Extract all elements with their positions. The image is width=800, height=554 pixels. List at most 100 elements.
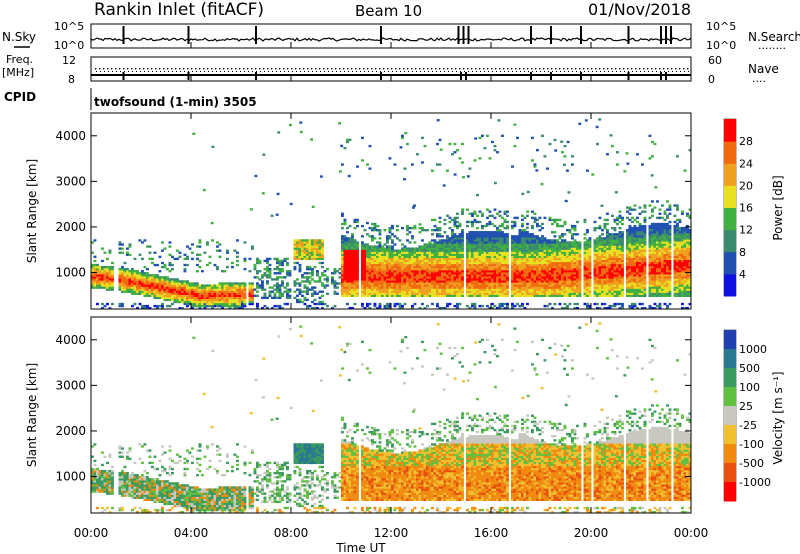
power-cell: [221, 284, 224, 287]
power-cell: [466, 208, 469, 211]
power-cell: [428, 282, 432, 285]
power-cell: [583, 302, 587, 306]
nave-dot: [456, 71, 457, 72]
power-cell: [466, 272, 469, 275]
power-cell: [226, 265, 229, 269]
power-cell: [458, 284, 462, 287]
power-cell: [183, 296, 187, 300]
power-cell: [226, 294, 229, 297]
power-cell: [188, 294, 192, 297]
power-cell: [518, 288, 522, 291]
power-cell: [531, 267, 534, 271]
power-cell: [561, 278, 564, 281]
power-cell: [353, 294, 357, 297]
power-cell: [128, 280, 132, 283]
power-cell: [488, 274, 492, 277]
power-cell: [218, 294, 222, 297]
power-cell: [561, 247, 564, 250]
power-cell: [256, 270, 259, 273]
power-cell: [183, 292, 187, 295]
power-cell: [318, 302, 322, 306]
power-cell: [496, 261, 499, 265]
power-cell: [546, 263, 549, 267]
power-cell: [578, 241, 582, 244]
power-cell: [371, 263, 374, 267]
power-cell: [196, 257, 199, 261]
power-cell: [378, 259, 382, 263]
power-cell: [381, 276, 384, 279]
power-cell: [431, 274, 434, 277]
power-cell: [401, 274, 404, 277]
power-cell: [341, 214, 344, 217]
power-cell: [496, 233, 499, 236]
power-cell: [323, 286, 327, 289]
power-cell: [101, 265, 104, 269]
power-cell: [221, 304, 224, 308]
power-cell: [131, 288, 134, 291]
power-cell: [391, 282, 394, 285]
power-cell: [173, 280, 177, 283]
power-cell: [533, 261, 537, 265]
power-cell: [361, 259, 364, 263]
power-cell: [476, 267, 479, 271]
power-cell: [103, 276, 107, 279]
power-cell: [488, 265, 492, 269]
power-cell: [468, 237, 472, 240]
power-cell: [326, 276, 329, 279]
power-cell: [461, 290, 464, 293]
power-cell: [553, 263, 557, 267]
power-cell: [521, 276, 524, 279]
power-cell: [368, 284, 372, 287]
power-cell: [406, 267, 409, 271]
power-cell: [498, 241, 502, 244]
power-cell: [491, 302, 494, 306]
power-cell: [361, 253, 364, 256]
power-cell: [526, 239, 529, 242]
power-cell: [398, 257, 402, 261]
power-cell: [408, 274, 412, 277]
power-cell: [568, 272, 572, 275]
power-cell: [393, 290, 397, 293]
power-cell: [548, 290, 552, 293]
power-cell: [576, 241, 579, 244]
power-cell: [598, 226, 602, 230]
power-cell: [461, 255, 464, 259]
power-cell: [213, 284, 217, 287]
power-cell: [266, 306, 269, 310]
power-cell: [553, 278, 557, 281]
power-cell: [518, 241, 522, 244]
power-cell: [576, 233, 579, 236]
power-cell: [453, 151, 457, 154]
power-cell: [481, 288, 484, 291]
power-cell: [521, 245, 524, 248]
power-cell: [441, 253, 444, 256]
power-cell: [491, 231, 494, 234]
power-cell: [123, 274, 127, 277]
power-cell: [413, 276, 417, 279]
power-cell: [103, 304, 107, 308]
power-cell: [363, 251, 367, 254]
power-cell: [511, 249, 514, 252]
nave-dot: [591, 68, 593, 70]
power-cell: [391, 261, 394, 265]
power-cell: [428, 241, 432, 244]
power-cell: [593, 272, 597, 275]
power-cell: [106, 280, 109, 283]
power-cell: [468, 290, 472, 293]
power-cell: [531, 276, 534, 279]
power-cell: [531, 286, 534, 289]
power-cell: [211, 290, 214, 293]
power-cell: [383, 270, 387, 273]
power-cell: [568, 263, 572, 267]
nave-dot: [488, 71, 489, 72]
power-cell: [408, 241, 412, 244]
power-cell: [481, 278, 484, 281]
power-cell: [216, 286, 219, 289]
power-cell: [363, 229, 367, 232]
power-cell: [168, 294, 172, 297]
power-cell: [201, 304, 204, 308]
power-cell: [496, 276, 499, 279]
power-cell: [288, 274, 292, 277]
power-cell: [516, 255, 519, 259]
power-cell: [216, 288, 219, 291]
